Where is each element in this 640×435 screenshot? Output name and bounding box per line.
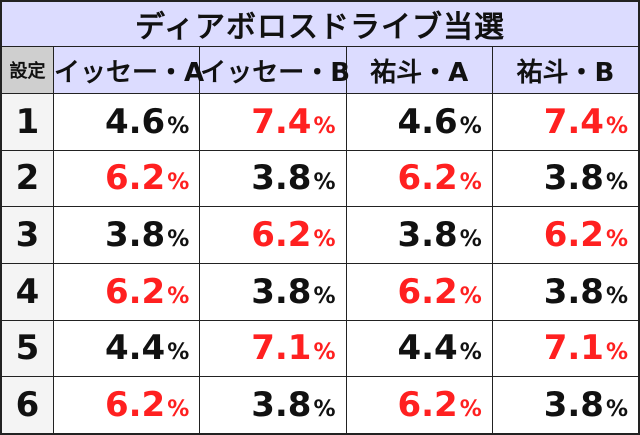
value-cell: 7.1% — [491, 319, 640, 378]
value-cell: 7.4% — [199, 93, 347, 151]
value-unit: % — [459, 283, 482, 309]
value-number: 3.8 — [104, 215, 166, 256]
value-cell: 6.2% — [491, 206, 640, 264]
value-number: 6.2 — [104, 158, 166, 199]
value-number: 4.6 — [397, 101, 458, 142]
value-unit: % — [605, 113, 628, 139]
value-number: 6.2 — [251, 215, 312, 256]
value-number: 4.4 — [397, 328, 458, 369]
value-unit: % — [167, 340, 190, 366]
value-unit: % — [459, 397, 482, 423]
value-number: 3.8 — [543, 158, 604, 199]
value-unit: % — [605, 340, 628, 366]
value-number: 6.2 — [397, 271, 458, 312]
value-unit: % — [313, 397, 336, 423]
table-row: 5 4.4% 7.1% 4.4% 7.1% — [1, 319, 640, 378]
value-cell: 4.6% — [345, 93, 493, 151]
table-title: ディアボロスドライブ当選 — [1, 1, 639, 47]
value-unit: % — [313, 283, 336, 309]
value-number: 6.2 — [397, 385, 458, 426]
table-row: 3 3.8% 6.2% 3.8% 6.2% — [1, 206, 640, 264]
header-setting: 設定 — [1, 46, 54, 94]
value-unit: % — [605, 283, 628, 309]
value-number: 7.1 — [543, 328, 604, 369]
value-number: 4.6 — [104, 101, 166, 142]
value-unit: % — [167, 397, 190, 423]
value-unit: % — [313, 340, 336, 366]
value-number: 3.8 — [251, 271, 312, 312]
table-row: 6 6.2% 3.8% 6.2% 3.8% — [1, 376, 640, 434]
value-cell: 4.4% — [52, 319, 201, 378]
value-cell: 3.8% — [199, 262, 347, 321]
setting-cell: 5 — [1, 319, 54, 378]
setting-cell: 6 — [1, 376, 54, 434]
table-row: 2 6.2% 3.8% 6.2% 3.8% — [1, 149, 640, 208]
value-number: 7.4 — [543, 101, 604, 142]
header-yuto-a: 祐斗・A — [345, 46, 493, 94]
value-cell: 4.4% — [345, 319, 493, 378]
value-cell: 6.2% — [52, 262, 201, 321]
value-number: 3.8 — [251, 385, 312, 426]
value-unit: % — [313, 227, 336, 253]
value-unit: % — [459, 340, 482, 366]
value-unit: % — [459, 227, 482, 253]
value-cell: 4.6% — [52, 93, 201, 151]
value-cell: 6.2% — [52, 149, 201, 208]
value-number: 3.8 — [543, 271, 604, 312]
value-cell: 6.2% — [345, 262, 493, 321]
header-issei-b: イッセー・B — [199, 46, 350, 94]
value-cell: 3.8% — [52, 206, 201, 264]
table-row: 1 4.6% 7.4% 4.6% 7.4% — [1, 93, 640, 151]
value-unit: % — [167, 170, 190, 196]
setting-cell: 3 — [1, 206, 54, 264]
value-cell: 3.8% — [491, 262, 640, 321]
value-cell: 3.8% — [199, 149, 347, 208]
value-unit: % — [313, 170, 336, 196]
value-unit: % — [605, 397, 628, 423]
setting-cell: 1 — [1, 93, 54, 151]
header-issei-a: イッセー・A — [52, 46, 204, 94]
header-yuto-b: 祐斗・B — [491, 46, 640, 94]
setting-cell: 2 — [1, 149, 54, 208]
value-unit: % — [459, 170, 482, 196]
value-number: 6.2 — [104, 271, 166, 312]
value-unit: % — [167, 283, 190, 309]
header-row: 設定 イッセー・A イッセー・B 祐斗・A 祐斗・B — [1, 46, 640, 94]
value-cell: 6.2% — [345, 149, 493, 208]
value-number: 3.8 — [543, 385, 604, 426]
value-unit: % — [167, 227, 190, 253]
value-cell: 3.8% — [491, 149, 640, 208]
table-row: 4 6.2% 3.8% 6.2% 3.8% — [1, 262, 640, 321]
value-cell: 7.1% — [199, 319, 347, 378]
value-number: 3.8 — [397, 215, 458, 256]
value-unit: % — [605, 170, 628, 196]
value-number: 7.1 — [251, 328, 312, 369]
value-number: 4.4 — [104, 328, 166, 369]
value-cell: 3.8% — [491, 376, 640, 434]
value-cell: 6.2% — [345, 376, 493, 434]
value-number: 3.8 — [251, 158, 312, 199]
value-unit: % — [167, 113, 190, 139]
value-cell: 7.4% — [491, 93, 640, 151]
value-number: 6.2 — [543, 215, 604, 256]
table-body: 1 4.6% 7.4% 4.6% 7.4% 2 6.2% 3.8% 6.2% 3.8% 3 3.8% 6… — [1, 93, 640, 434]
value-cell: 6.2% — [199, 206, 347, 264]
value-number: 6.2 — [104, 385, 166, 426]
value-number: 6.2 — [397, 158, 458, 199]
value-unit: % — [459, 113, 482, 139]
value-unit: % — [605, 227, 628, 253]
value-cell: 3.8% — [199, 376, 347, 434]
value-cell: 3.8% — [345, 206, 493, 264]
value-number: 7.4 — [251, 101, 312, 142]
setting-cell: 4 — [1, 262, 54, 321]
value-cell: 6.2% — [52, 376, 201, 434]
value-unit: % — [313, 113, 336, 139]
